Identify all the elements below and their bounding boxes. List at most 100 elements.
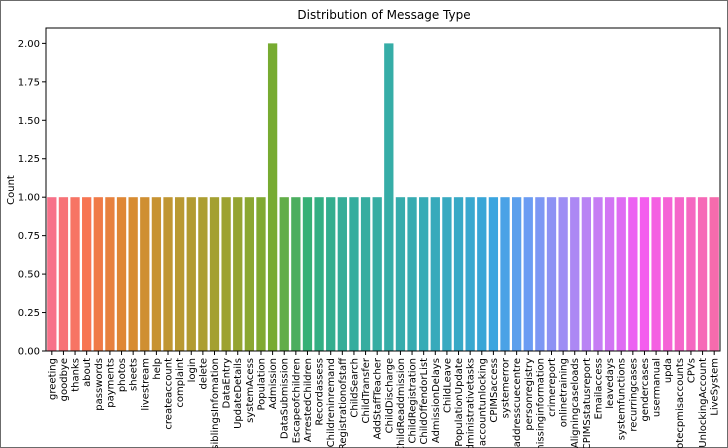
bar-personregistry <box>523 197 533 351</box>
x-tick-label: UpdateDetails <box>233 358 244 429</box>
bar-sheets <box>128 197 138 351</box>
bar-delete <box>198 197 208 351</box>
y-axis-label: Count <box>6 175 17 205</box>
x-tick-label: DataEntry <box>222 358 233 409</box>
bar-ChildReaddmission <box>395 197 406 351</box>
bar-ChildTransfer <box>360 197 371 351</box>
bar-usermanual <box>651 197 661 351</box>
bar-addresscuecentre <box>511 197 522 351</box>
x-tick-label: ChildSearch <box>349 358 360 418</box>
x-tick-label: login <box>187 358 198 382</box>
bar-payments <box>105 197 115 351</box>
bar-recurringcases <box>628 197 638 351</box>
x-tick-label: greeting <box>47 358 58 400</box>
bar-login <box>186 197 196 351</box>
bar-greeting <box>47 197 57 351</box>
bar-ChildLeave <box>442 197 452 351</box>
bar-Recordassess <box>314 197 324 351</box>
bar-crimereport <box>546 197 557 351</box>
bar-gendercases <box>639 197 650 351</box>
x-tick-label: AdmissionDelays <box>431 358 442 443</box>
x-tick-label: onlinetraining <box>559 358 570 427</box>
bar-leavedays <box>604 197 615 351</box>
x-tick-label: usermanual <box>652 358 663 417</box>
bar-Escapeofchildren <box>291 197 301 351</box>
x-tick-label: siblingsInfomation <box>210 358 221 448</box>
bar-UnlockingAccount <box>697 197 708 351</box>
bar-CPIMSstatusreport <box>581 197 592 351</box>
bar-Admission <box>267 43 278 351</box>
bar-CPVs <box>686 197 696 351</box>
bar-AddStaffTeacher <box>372 197 382 351</box>
x-tick-label: complaint <box>175 358 186 408</box>
x-ticks: greeting goodbye thanks about passwords payme… <box>47 351 721 448</box>
x-tick-label: livestream <box>140 358 151 411</box>
x-tick-label: Admission <box>268 358 279 409</box>
bar-ArrestedChildren <box>302 197 313 351</box>
bars <box>47 43 719 351</box>
x-tick-label: Escapeofchildren <box>291 358 302 443</box>
x-tick-label: LiveSystem <box>710 358 721 416</box>
bar-CPIMSaccess <box>488 197 499 351</box>
x-tick-label: thanks <box>71 358 82 392</box>
x-tick-label: Protecpmisaccounts <box>675 358 686 448</box>
x-tick-label: recurringcases <box>628 358 639 432</box>
x-tick-label: Aligningcaseloads <box>570 358 581 448</box>
x-tick-label: ChildReaddmission <box>396 358 407 448</box>
x-tick-label: CPIMSaccess <box>489 358 500 423</box>
x-tick-label: ChildLeave <box>442 358 453 413</box>
x-tick-label: crimereport <box>547 358 558 417</box>
x-tick-label: addresscuecentre <box>512 358 523 447</box>
bar-systemerror <box>500 197 510 351</box>
bar-upda <box>663 197 673 351</box>
x-tick-label: CPIMSstatusreport <box>582 358 593 448</box>
x-tick-label: Administrativetasks <box>466 358 477 448</box>
bar-DataEntry <box>221 197 231 351</box>
bar-Protecpmisaccounts <box>674 197 684 351</box>
bar-ChildOffendorList <box>419 197 429 351</box>
bar-accountunlocking <box>477 197 487 351</box>
bar-ChildSearch <box>349 197 359 351</box>
bar-onlinetraining <box>558 197 568 351</box>
x-tick-label: about <box>82 358 93 387</box>
x-tick-label: ArrestedChildren <box>303 358 314 442</box>
y-tick-label: 0.25 <box>18 308 40 319</box>
bar-createaccount <box>163 197 173 351</box>
x-tick-label: UnlockingAccount <box>698 358 709 448</box>
bar-livestream <box>140 197 150 351</box>
x-tick-label: ChildRegistration <box>408 358 419 444</box>
bar-ChildRegistration <box>407 197 417 351</box>
x-tick-label: PopulationUpdate <box>454 358 465 447</box>
bar-about <box>82 197 92 351</box>
x-tick-label: photos <box>117 358 128 392</box>
x-tick-label: systemerror <box>501 357 512 418</box>
bar-PopulationUpdate <box>453 197 464 351</box>
x-tick-label: DataSubmission <box>280 358 291 439</box>
x-tick-label: AddStaffTeacher <box>373 357 384 439</box>
bar-passwords <box>93 197 103 351</box>
y-tick-label: 0.00 <box>18 347 40 358</box>
x-tick-label: ChildDischarge <box>384 358 395 433</box>
bar-goodbye <box>58 197 69 351</box>
bar-Population <box>256 197 266 351</box>
y-tick-label: 1.75 <box>18 77 40 88</box>
x-tick-label: ChildTransfer <box>361 357 372 423</box>
x-tick-label: Registrationofstaff <box>338 357 349 448</box>
y-ticks: 0.00 0.25 0.50 0.75 1.00 1.25 1.50 1.75 2.00 <box>18 39 46 358</box>
y-tick-label: 1.00 <box>18 193 40 204</box>
y-tick-label: 1.25 <box>18 154 40 165</box>
x-tick-label: Population <box>256 358 267 411</box>
x-tick-label: personregistry <box>524 358 535 431</box>
bar-systemAcess <box>244 197 255 351</box>
bar-missinginformation <box>535 197 545 351</box>
x-tick-label: upda <box>663 358 674 383</box>
bar-AdmissionDelays <box>430 197 440 351</box>
bar-photos <box>116 197 127 351</box>
bar-Registrationofstaff <box>337 197 347 351</box>
bar-LiveSystem <box>709 197 719 351</box>
x-tick-label: passwords <box>94 358 105 411</box>
bar-help <box>151 197 162 351</box>
x-tick-label: Childreninremand <box>326 358 337 447</box>
x-tick-label: sheets <box>129 358 140 391</box>
